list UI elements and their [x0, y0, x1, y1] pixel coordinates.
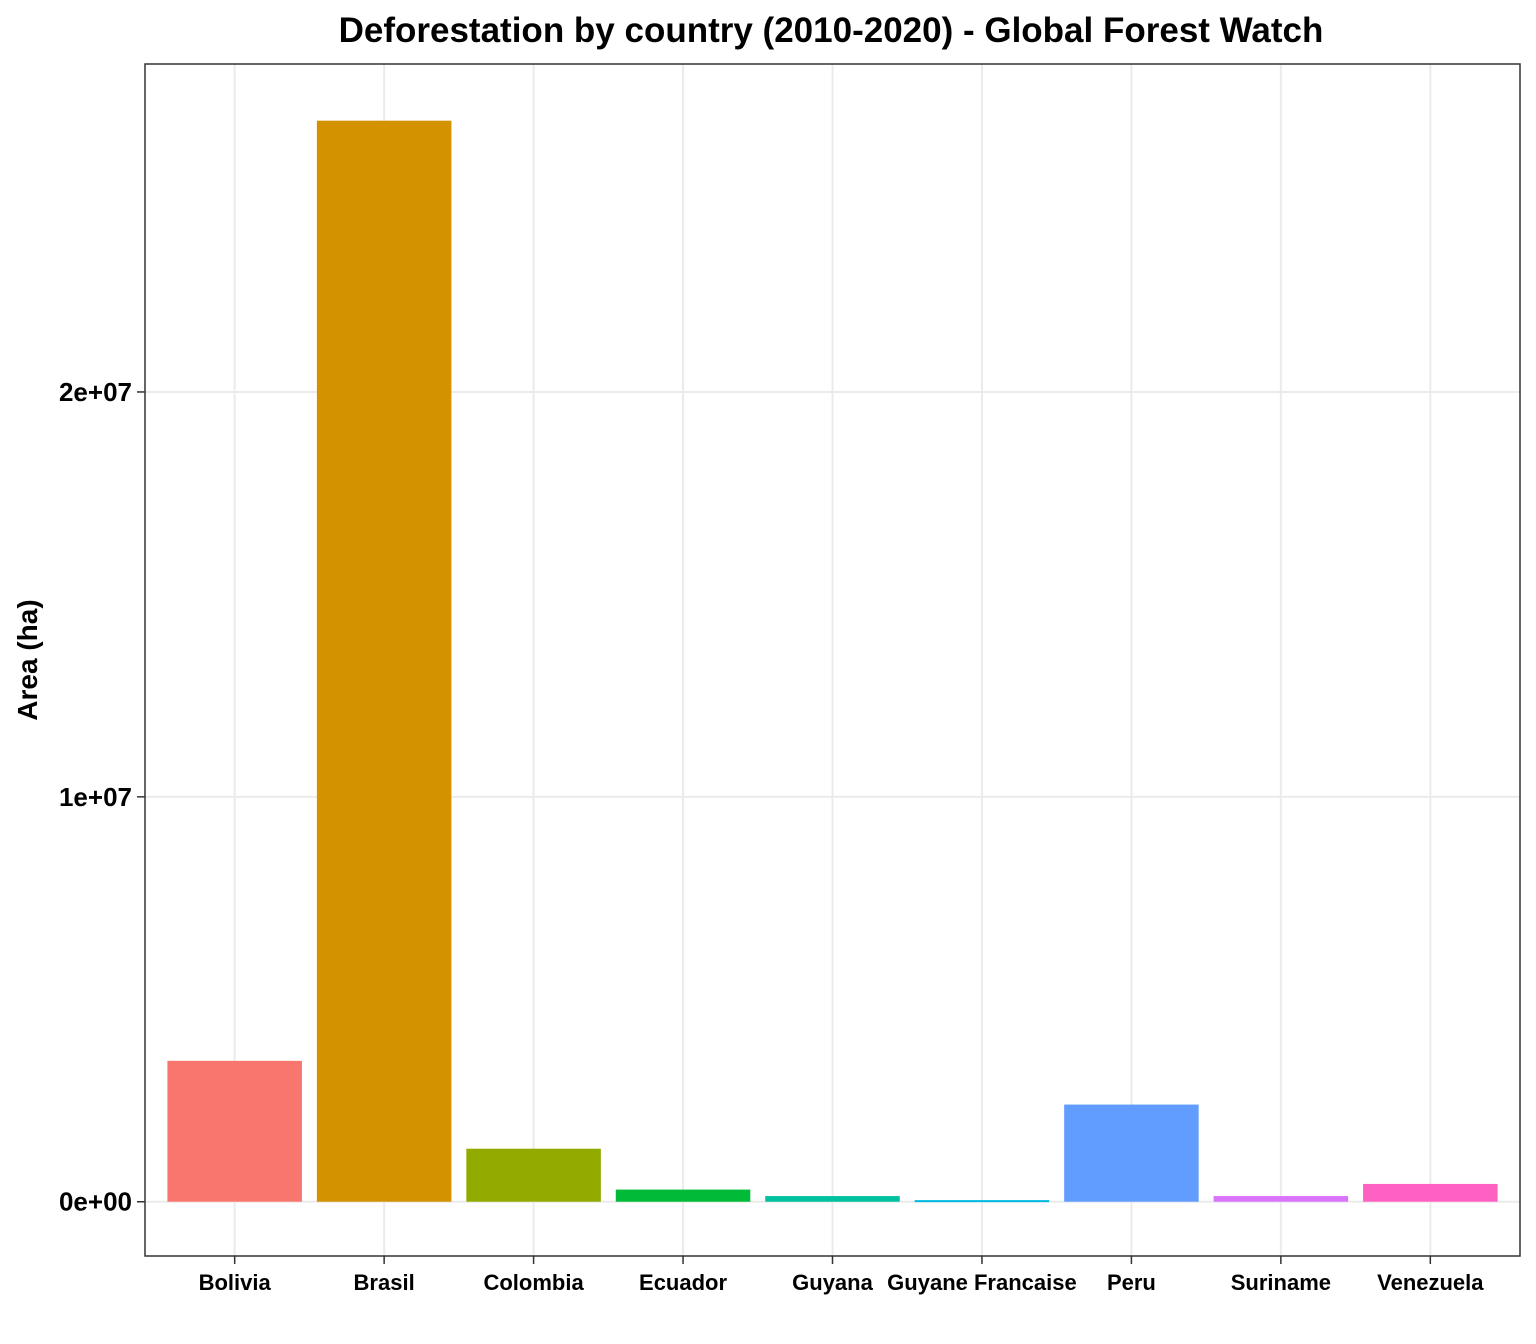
bar — [466, 1148, 601, 1202]
y-tick-label: 1e+07 — [59, 782, 132, 812]
y-tick-label: 2e+07 — [59, 377, 132, 407]
bar — [316, 120, 452, 1202]
bar — [615, 1189, 751, 1202]
x-tick-label: Peru — [1107, 1270, 1156, 1295]
y-tick-label: 0e+00 — [59, 1187, 132, 1217]
x-tick-labels: Bolivia Brasil Colombia Ecuador Guyana Guyane… — [199, 1270, 1485, 1295]
x-tick-label: Colombia — [483, 1270, 584, 1295]
bar — [1064, 1104, 1199, 1202]
bar — [914, 1200, 1050, 1203]
bar — [765, 1196, 900, 1202]
bar — [1363, 1183, 1498, 1202]
bar — [1213, 1196, 1349, 1202]
x-tick-label: Guyane Francaise — [887, 1270, 1077, 1295]
axis-ticks — [137, 391, 1432, 1264]
x-tick-label: Guyana — [792, 1270, 873, 1295]
y-tick-labels: 0e+00 1e+07 2e+07 — [59, 377, 132, 1217]
x-tick-label: Bolivia — [199, 1270, 272, 1295]
x-tick-label: Brasil — [354, 1270, 415, 1295]
x-tick-label: Ecuador — [639, 1270, 727, 1295]
x-tick-label: Venezuela — [1377, 1270, 1484, 1295]
bars — [167, 120, 1498, 1203]
bar — [167, 1060, 302, 1202]
y-axis-title: Area (ha) — [12, 599, 43, 720]
x-tick-label: Suriname — [1231, 1270, 1331, 1295]
chart-title: Deforestation by country (2010-2020) - G… — [339, 11, 1324, 50]
